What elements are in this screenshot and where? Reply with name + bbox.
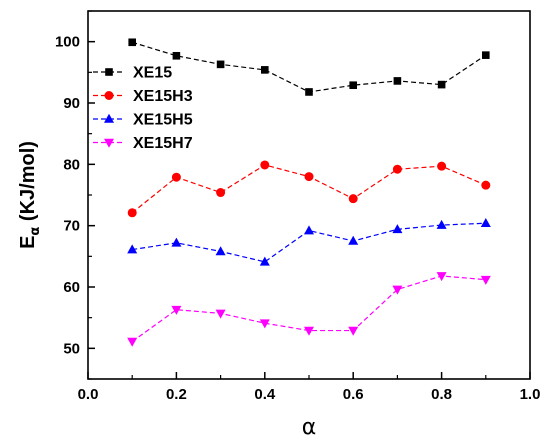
data-point xyxy=(215,246,226,256)
series-xe15h7 xyxy=(127,272,491,347)
y-tick-label: 80 xyxy=(63,156,80,173)
data-point xyxy=(348,326,359,336)
data-point xyxy=(127,337,138,347)
data-point xyxy=(128,38,136,47)
x-tick-labels: 0.0 0.2 0.4 0.6 0.8 1.0 xyxy=(78,386,541,403)
legend-item-xe15h7: XE15H7 xyxy=(93,135,193,152)
series-group xyxy=(127,38,491,347)
data-point xyxy=(171,237,182,247)
data-point xyxy=(481,180,491,190)
x-tick-label: 0.2 xyxy=(166,386,187,403)
data-point xyxy=(215,309,226,319)
series-xe15h3 xyxy=(127,160,491,218)
data-point xyxy=(348,194,358,204)
data-point xyxy=(304,225,314,235)
data-point xyxy=(261,66,269,74)
y-tick-label: 60 xyxy=(63,279,80,296)
y-axis-title: Eα (KJ/mol) xyxy=(17,141,43,249)
x-tick-label: 0.4 xyxy=(254,386,276,403)
series-xe15h5 xyxy=(127,218,491,266)
legend-label: XE15H3 xyxy=(133,88,193,105)
data-point xyxy=(392,285,403,295)
data-point xyxy=(304,172,314,182)
legend-label: XE15H7 xyxy=(133,135,193,152)
plot-frame xyxy=(87,10,531,380)
legend-marker xyxy=(104,91,114,100)
data-point xyxy=(436,272,447,282)
legend-label: XE15 xyxy=(133,65,172,82)
data-point xyxy=(436,219,447,229)
legend-marker xyxy=(104,113,114,123)
legend-marker xyxy=(105,68,113,76)
data-point xyxy=(392,224,403,234)
data-point xyxy=(259,319,270,329)
x-tick-label: 0.6 xyxy=(343,386,364,403)
data-point xyxy=(127,244,138,254)
x-axis-title: α xyxy=(302,415,317,440)
data-point xyxy=(305,88,313,96)
y-tick-label: 100 xyxy=(55,34,80,51)
legend-item-xe15h3: XE15H3 xyxy=(93,88,193,105)
data-point xyxy=(482,51,490,59)
data-point xyxy=(216,60,225,69)
data-point xyxy=(393,77,402,85)
data-point xyxy=(349,81,357,90)
series-line xyxy=(132,222,486,263)
legend-item-xe15h5: XE15H5 xyxy=(93,112,193,129)
y-tick-label: 70 xyxy=(63,218,80,235)
legend-marker xyxy=(104,138,114,148)
data-point xyxy=(304,326,314,336)
y-tick-label: 90 xyxy=(63,95,80,112)
y-tick-labels: 50 60 70 80 90 100 xyxy=(55,34,80,358)
data-point xyxy=(259,256,270,266)
y-axis-title-main: E xyxy=(17,236,39,249)
data-point xyxy=(172,51,181,60)
svg-text:Eα (KJ/mol): Eα (KJ/mol) xyxy=(17,141,43,249)
series-xe15 xyxy=(128,38,490,96)
data-point xyxy=(260,160,270,170)
data-point xyxy=(348,235,359,245)
data-point xyxy=(392,164,402,174)
data-point xyxy=(437,161,447,171)
data-point xyxy=(171,172,181,182)
data-point xyxy=(437,80,446,89)
data-point xyxy=(171,305,182,315)
legend-item-xe15: XE15 xyxy=(93,65,172,82)
series-line xyxy=(132,41,487,93)
data-point xyxy=(216,188,226,198)
x-tick-label: 1.0 xyxy=(520,386,541,403)
y-axis-title-sub: α xyxy=(28,227,43,236)
y-tick-label: 50 xyxy=(63,340,80,357)
x-tick-label: 0.8 xyxy=(431,386,452,403)
data-point xyxy=(127,208,137,218)
legend: XE15 XE15H3 XE15H5 XE15H7 xyxy=(93,65,193,152)
legend-label: XE15H5 xyxy=(133,112,193,129)
y-axis-title-unit: (KJ/mol) xyxy=(17,141,39,227)
data-point xyxy=(480,218,491,228)
data-point xyxy=(480,275,491,285)
x-tick-label: 0.0 xyxy=(78,386,99,403)
